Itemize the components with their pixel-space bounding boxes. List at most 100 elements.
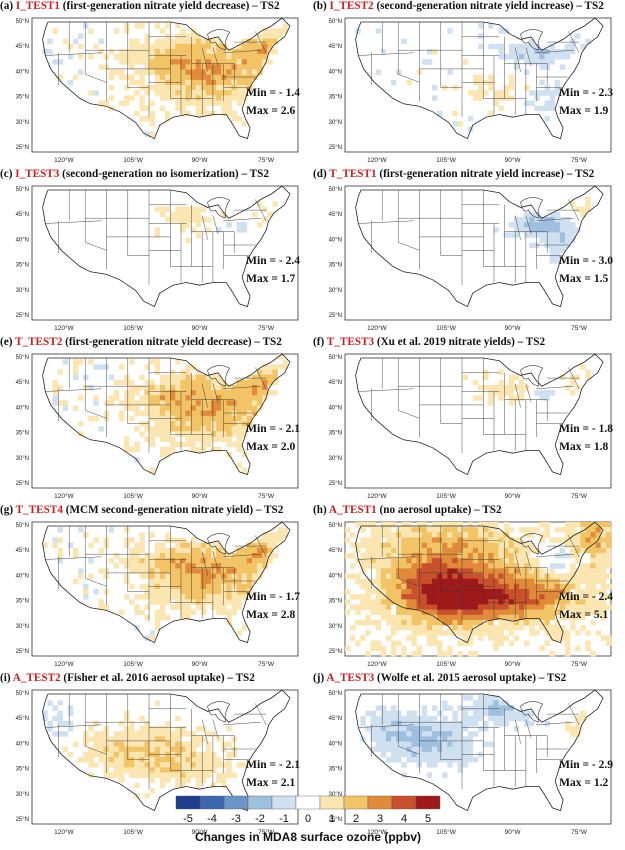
latitude-label: 25°N bbox=[329, 145, 342, 151]
ozone-grid-cell bbox=[221, 604, 227, 610]
ozone-grid-cell bbox=[457, 573, 463, 579]
ozone-grid-cell bbox=[411, 578, 417, 585]
ozone-grid-cell bbox=[524, 599, 530, 605]
ozone-grid-cell bbox=[67, 79, 74, 86]
ozone-grid-cell bbox=[211, 568, 217, 574]
ozone-grid-cell bbox=[396, 757, 402, 763]
ozone-grid-cell bbox=[211, 74, 217, 81]
ozone-grid-cell bbox=[190, 426, 196, 432]
ozone-grid-cell bbox=[493, 568, 499, 574]
ozone-grid-cell bbox=[180, 426, 186, 432]
ozone-grid-cell bbox=[401, 527, 407, 533]
ozone-grid-cell bbox=[518, 583, 525, 590]
ozone-grid-cell bbox=[257, 369, 263, 375]
longitude-label: 90°W bbox=[505, 492, 522, 500]
ozone-grid-cell bbox=[570, 38, 576, 45]
ozone-grid-cell bbox=[590, 583, 596, 590]
ozone-grid-cell bbox=[139, 374, 145, 381]
ozone-grid-cell bbox=[221, 390, 227, 396]
latitude-label: 25°N bbox=[329, 313, 342, 319]
ozone-grid-cell bbox=[226, 59, 232, 65]
ozone-grid-cell bbox=[78, 431, 84, 437]
ozone-grid-cell bbox=[221, 59, 227, 65]
ozone-grid-cell bbox=[175, 64, 181, 70]
panel-description: (Fisher et al. 2016 aerosol uptake) – TS… bbox=[63, 672, 255, 684]
ozone-grid-cell bbox=[282, 28, 289, 34]
ozone-grid-cell bbox=[149, 85, 156, 91]
ozone-grid-cell bbox=[195, 379, 202, 386]
ozone-grid-cell bbox=[488, 573, 494, 579]
ozone-grid-cell bbox=[165, 374, 171, 381]
ozone-grid-cell bbox=[431, 762, 438, 768]
latitude-label: 30°N bbox=[16, 624, 29, 630]
latitude-label: 25°N bbox=[16, 817, 29, 823]
ozone-grid-cell bbox=[159, 48, 166, 55]
ozone-grid-cell bbox=[539, 614, 545, 621]
ozone-grid-cell bbox=[478, 710, 484, 717]
ozone-grid-cell bbox=[139, 609, 145, 616]
ozone-grid-cell bbox=[159, 400, 166, 406]
ozone-grid-cell bbox=[360, 583, 366, 590]
ozone-grid-cell bbox=[518, 552, 525, 559]
ozone-grid-cell bbox=[488, 710, 494, 717]
ozone-grid-cell bbox=[605, 635, 612, 641]
ozone-grid-cell bbox=[180, 369, 186, 375]
ozone-grid-cell bbox=[52, 542, 58, 549]
ozone-grid-cell bbox=[493, 100, 499, 106]
ozone-grid-cell bbox=[585, 589, 591, 595]
ozone-grid-cell bbox=[170, 410, 176, 417]
ozone-grid-cell bbox=[195, 762, 202, 768]
ozone-grid-cell bbox=[195, 726, 202, 732]
ozone-grid-cell bbox=[134, 552, 140, 559]
ozone-grid-cell bbox=[211, 79, 217, 86]
ozone-grid-cell bbox=[350, 552, 356, 559]
ozone-grid-cell bbox=[370, 542, 376, 549]
ozone-grid-cell bbox=[380, 563, 387, 569]
ozone-grid-cell bbox=[437, 710, 443, 717]
ozone-grid-cell bbox=[251, 552, 258, 559]
ozone-grid-cell bbox=[385, 583, 392, 590]
ozone-grid-cell bbox=[467, 640, 474, 646]
ozone-grid-cell bbox=[159, 604, 166, 610]
ozone-grid-cell bbox=[488, 635, 494, 641]
ozone-grid-cell bbox=[118, 767, 125, 773]
ozone-grid-cell bbox=[221, 90, 227, 96]
ozone-grid-cell bbox=[508, 715, 515, 722]
ozone-grid-cell bbox=[180, 552, 186, 559]
ozone-grid-cell bbox=[508, 604, 515, 610]
ozone-grid-cell bbox=[195, 767, 202, 773]
ozone-grid-cell bbox=[513, 64, 520, 70]
ozone-grid-cell bbox=[124, 594, 130, 600]
latitude-label: 25°N bbox=[329, 817, 342, 823]
ozone-grid-cell bbox=[144, 635, 150, 641]
ozone-grid-cell bbox=[426, 751, 433, 758]
ozone-grid-cell bbox=[159, 594, 166, 600]
ozone-grid-cell bbox=[241, 558, 248, 564]
ozone-grid-cell bbox=[467, 635, 474, 641]
ozone-grid-cell bbox=[241, 54, 248, 60]
ozone-grid-cell bbox=[534, 599, 540, 605]
ozone-grid-cell bbox=[165, 69, 171, 75]
ozone-grid-cell bbox=[226, 384, 232, 391]
ozone-grid-cell bbox=[98, 751, 104, 758]
ozone-grid-cell bbox=[406, 552, 412, 559]
ozone-grid-cell bbox=[139, 715, 145, 722]
ozone-grid-cell bbox=[108, 772, 115, 778]
ozone-grid-cell bbox=[442, 720, 448, 727]
ozone-grid-cell bbox=[216, 583, 222, 590]
ozone-grid-cell bbox=[600, 547, 607, 554]
ozone-grid-cell bbox=[205, 216, 212, 223]
ozone-grid-cell bbox=[190, 552, 196, 559]
ozone-grid-cell bbox=[467, 542, 474, 549]
ozone-grid-cell bbox=[406, 720, 412, 727]
ozone-grid-cell bbox=[396, 583, 402, 590]
ozone-grid-cell bbox=[134, 79, 140, 86]
ozone-grid-cell bbox=[600, 552, 607, 559]
ozone-grid-cell bbox=[437, 640, 443, 646]
ozone-grid-cell bbox=[416, 609, 423, 616]
colorbar-graphic: -5 -4 -3 -2 -1 0 1 2 3 4 5 bbox=[175, 795, 441, 825]
ozone-grid-cell bbox=[467, 625, 474, 631]
panel-letter: (b) bbox=[313, 0, 327, 12]
ozone-grid-cell bbox=[442, 736, 448, 742]
ozone-grid-cell bbox=[241, 48, 248, 55]
